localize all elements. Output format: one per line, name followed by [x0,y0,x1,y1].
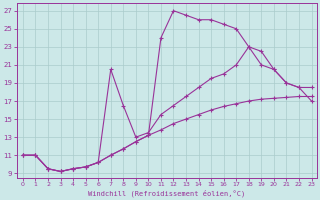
X-axis label: Windchill (Refroidissement éolien,°C): Windchill (Refroidissement éolien,°C) [88,189,245,197]
